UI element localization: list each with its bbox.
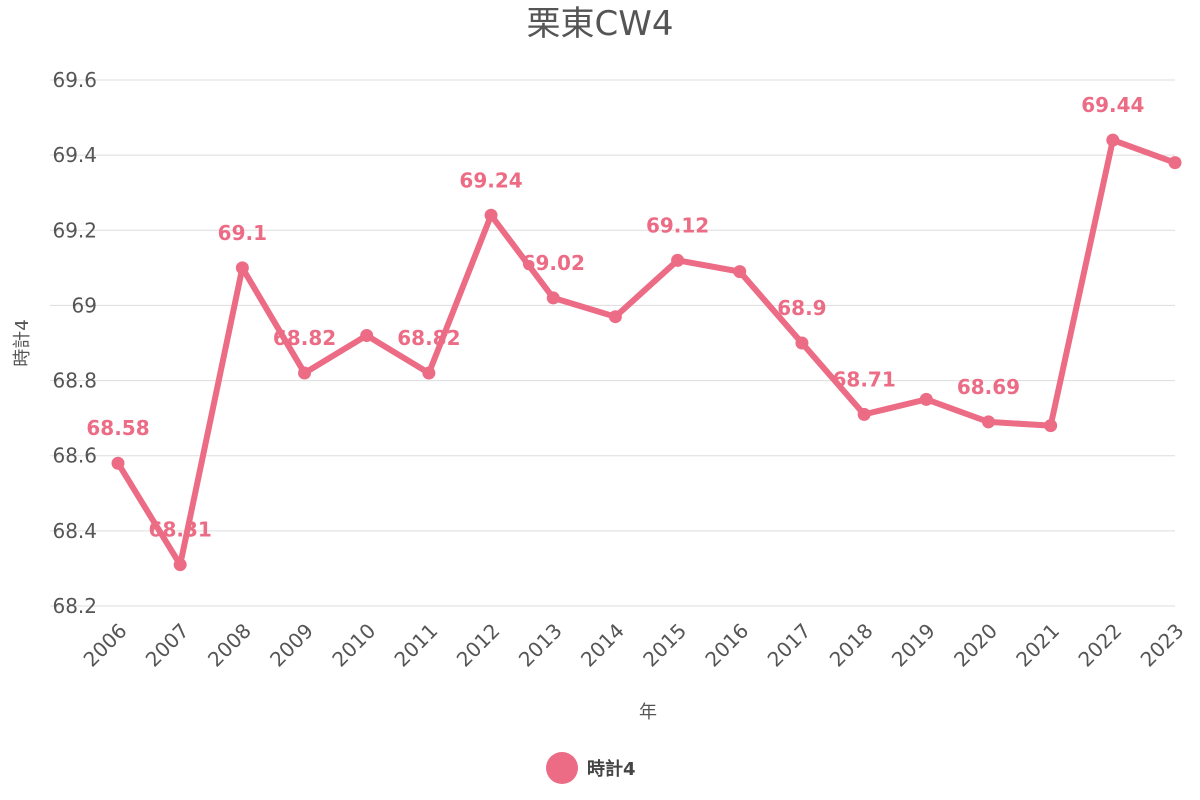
data-point[interactable] <box>1106 133 1120 147</box>
data-point[interactable] <box>733 265 747 279</box>
x-tick-label: 2021 <box>1011 619 1064 672</box>
x-tick-label: 2020 <box>949 619 1002 672</box>
legend[interactable]: 時計4 <box>546 752 636 784</box>
y-tick-label: 68.2 <box>52 594 97 618</box>
data-point[interactable] <box>173 558 187 572</box>
y-tick-label: 68.6 <box>52 444 97 468</box>
y-tick-label: 68.8 <box>52 369 97 393</box>
x-axis-title: 年 <box>639 702 657 723</box>
x-tick-label: 2022 <box>1073 619 1126 672</box>
data-point[interactable] <box>235 261 249 275</box>
x-tick-label: 2019 <box>887 619 940 672</box>
y-tick-label: 68.4 <box>52 519 97 543</box>
data-label: 69.02 <box>522 251 585 275</box>
data-label: 69.44 <box>1081 93 1144 117</box>
y-tick-label: 69.6 <box>52 68 97 92</box>
x-tick-label: 2009 <box>265 619 318 672</box>
data-point[interactable] <box>795 336 809 350</box>
x-tick-label: 2012 <box>452 619 505 672</box>
data-label: 69.24 <box>459 168 522 192</box>
data-label: 68.58 <box>86 416 149 440</box>
x-tick-label: 2016 <box>700 619 753 672</box>
data-label: 69.1 <box>218 221 267 245</box>
x-tick-label: 2007 <box>141 619 194 672</box>
x-tick-label: 2008 <box>203 619 256 672</box>
data-point[interactable] <box>484 208 498 222</box>
data-point[interactable] <box>1044 419 1058 433</box>
data-labels: 68.58 68.31 69.1 68.82 68.82 69.24 69.02 69.12 6… <box>86 93 1144 542</box>
x-axis-ticks: 2006 2007 2008 2009 2010 2011 2012 2013 2014 2015… <box>79 619 1189 672</box>
data-point[interactable] <box>671 253 685 267</box>
data-point[interactable] <box>608 310 622 324</box>
y-tick-label: 69.2 <box>52 218 97 242</box>
data-label: 69.12 <box>646 213 709 237</box>
x-tick-label: 2015 <box>638 619 691 672</box>
y-axis-title: 時計4 <box>12 319 33 366</box>
x-tick-label: 2014 <box>576 619 629 672</box>
chart-title: 栗東CW4 <box>527 4 674 44</box>
x-tick-label: 2010 <box>327 619 380 672</box>
data-label: 68.82 <box>273 326 336 350</box>
data-point[interactable] <box>422 366 436 380</box>
x-tick-label: 2018 <box>825 619 878 672</box>
data-label: 68.9 <box>777 296 826 320</box>
data-point[interactable] <box>546 291 560 305</box>
data-point[interactable] <box>857 407 871 421</box>
data-label: 68.82 <box>397 326 460 350</box>
data-label: 68.69 <box>957 375 1020 399</box>
data-point[interactable] <box>919 392 933 406</box>
series-layer <box>111 133 1182 572</box>
data-point[interactable] <box>360 328 374 342</box>
x-tick-label: 2017 <box>763 619 816 672</box>
x-tick-label: 2011 <box>389 619 442 672</box>
data-point[interactable] <box>981 415 995 429</box>
legend-swatch-icon <box>546 752 578 784</box>
y-tick-label: 69.4 <box>52 143 97 167</box>
data-label: 68.71 <box>832 367 895 391</box>
series-line <box>115 137 1178 568</box>
gridlines <box>50 79 1175 607</box>
data-point[interactable] <box>298 366 312 380</box>
y-axis-ticks: 68.2 68.4 68.6 68.8 69 69.2 69.4 69.6 <box>52 68 97 618</box>
y-tick-label: 69 <box>72 293 97 317</box>
data-point[interactable] <box>1168 156 1182 170</box>
data-label: 68.31 <box>149 518 212 542</box>
data-point[interactable] <box>111 456 125 470</box>
x-tick-label: 2013 <box>514 619 567 672</box>
x-tick-label: 2023 <box>1136 619 1189 672</box>
legend-label: 時計4 <box>587 758 636 780</box>
x-tick-label: 2006 <box>79 619 132 672</box>
